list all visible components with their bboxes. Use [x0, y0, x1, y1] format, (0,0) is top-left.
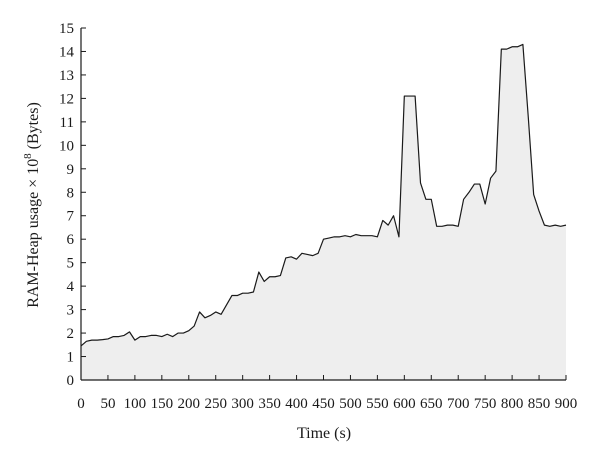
- y-tick-label: 2: [67, 326, 75, 342]
- y-axis-title-prefix: RAM-Heap usage × 10: [25, 159, 42, 308]
- x-tick-label: 850: [528, 396, 551, 412]
- x-tick-label: 300: [231, 396, 254, 412]
- x-tick-label: 750: [474, 396, 497, 412]
- x-tick-label: 0: [77, 396, 85, 412]
- y-tick-label: 7: [67, 209, 75, 225]
- x-tick-label: 250: [204, 396, 227, 412]
- y-tick-label: 8: [67, 185, 75, 201]
- y-tick-label: 6: [67, 232, 75, 248]
- x-tick-label: 200: [178, 396, 201, 412]
- y-axis-title-exponent: 8: [22, 153, 34, 159]
- x-tick-label: 700: [447, 396, 470, 412]
- y-axis-title: RAM-Heap usage × 108 (Bytes): [22, 102, 42, 308]
- y-tick-label: 10: [59, 138, 74, 154]
- y-tick-label: 5: [67, 256, 75, 272]
- y-axis-title-suffix: (Bytes): [25, 102, 42, 153]
- x-tick-label: 600: [393, 396, 416, 412]
- x-tick-label: 150: [151, 396, 174, 412]
- x-tick-label: 450: [312, 396, 335, 412]
- y-tick-label: 4: [67, 279, 75, 295]
- series-area-fill: [81, 44, 566, 381]
- x-axis-title: Time (s): [297, 425, 351, 442]
- y-tick-label: 13: [59, 68, 74, 84]
- x-tick-label: 100: [124, 396, 147, 412]
- x-tick-label: 650: [420, 396, 443, 412]
- y-tick-label: 0: [67, 373, 75, 389]
- y-tick-label: 9: [67, 162, 75, 178]
- series-line: [80, 43, 567, 347]
- y-tick-label: 15: [59, 21, 74, 37]
- x-tick-label: 350: [258, 396, 281, 412]
- y-tick-label: 12: [59, 91, 74, 107]
- x-tick-label: 550: [366, 396, 389, 412]
- x-tick-label: 50: [100, 396, 115, 412]
- y-tick-label: 11: [60, 115, 74, 131]
- x-tick-label: 900: [555, 396, 578, 412]
- y-tick-label: 3: [67, 303, 75, 319]
- x-tick-label: 800: [501, 396, 524, 412]
- y-tick-label: 14: [59, 44, 75, 60]
- x-tick-label: 400: [285, 396, 308, 412]
- y-tick-label: 1: [67, 350, 75, 366]
- x-tick-label: 500: [339, 396, 362, 412]
